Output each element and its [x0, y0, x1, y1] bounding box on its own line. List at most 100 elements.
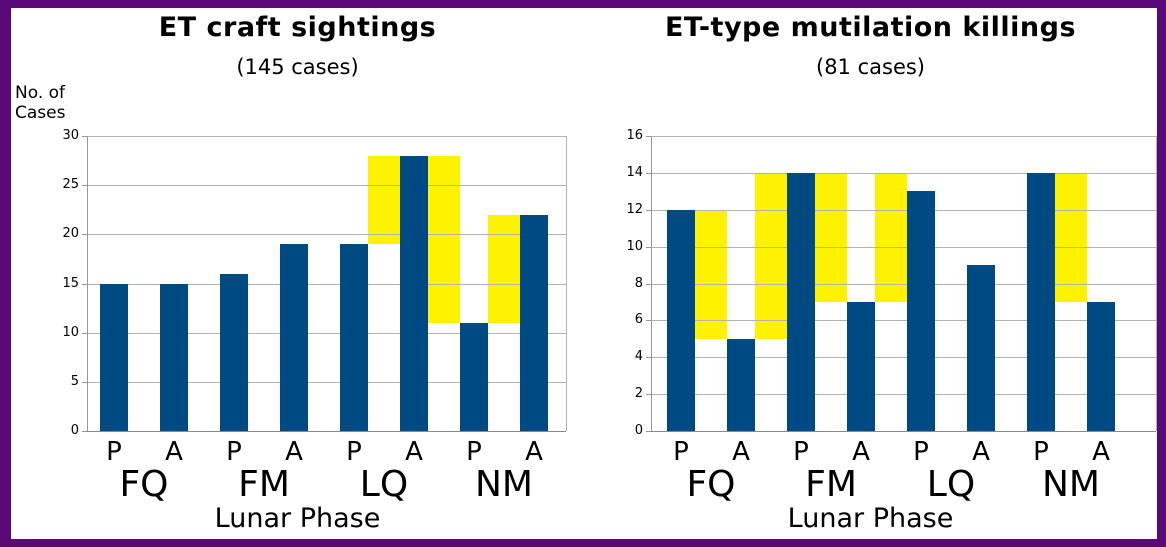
group-label-FQ: FQ	[119, 464, 169, 505]
y-tick-label: 2	[634, 386, 643, 401]
bar-label: A	[972, 437, 990, 467]
bar-label: A	[405, 437, 423, 467]
bar-label: P	[346, 437, 362, 467]
y-tick-label: 12	[626, 202, 643, 217]
bar-label: A	[852, 437, 870, 467]
gridline	[651, 247, 1156, 248]
x-axis-label: Lunar Phase	[214, 503, 381, 534]
y-tick-mark	[646, 394, 651, 395]
y-tick-mark	[82, 136, 87, 137]
gridline	[651, 394, 1156, 395]
bar-NM-A	[1087, 301, 1115, 431]
gridline	[87, 136, 566, 137]
gridline	[651, 357, 1156, 358]
y-tick-label: 0	[634, 423, 643, 438]
x-axis-line	[651, 431, 1156, 432]
gridline	[651, 136, 1156, 137]
chart-subtitle: (81 cases)	[816, 55, 925, 79]
bar-FM-P	[220, 273, 248, 431]
bar-label: P	[226, 437, 242, 467]
bar-LQ-A	[967, 265, 995, 431]
gridline	[87, 234, 566, 235]
group-label-NM: NM	[1042, 464, 1100, 505]
gridline	[87, 185, 566, 186]
highlight-band	[1055, 172, 1087, 302]
highlight-band	[368, 155, 400, 245]
y-tick-mark	[646, 173, 651, 174]
bar-label: A	[525, 437, 543, 467]
chart-subtitle: (145 cases)	[236, 55, 359, 79]
bar-label: A	[732, 437, 750, 467]
y-tick-mark	[646, 210, 651, 211]
bar-label: P	[106, 437, 122, 467]
bar-label: P	[793, 437, 809, 467]
highlight-band	[875, 172, 907, 302]
gridline	[87, 333, 566, 334]
bar-label: A	[285, 437, 303, 467]
bar-label: P	[466, 437, 482, 467]
bar-label: A	[165, 437, 183, 467]
y-axis-label: No. of Cases	[15, 83, 66, 124]
bar-label: P	[1033, 437, 1049, 467]
y-tick-mark	[82, 333, 87, 334]
plot-right-edge	[566, 136, 567, 431]
y-tick-label: 15	[62, 276, 79, 291]
bar-FM-A	[280, 244, 308, 431]
bar-LQ-P	[907, 191, 935, 431]
bar-LQ-A	[400, 155, 428, 431]
group-label-NM: NM	[475, 464, 533, 505]
y-axis-line	[651, 136, 652, 431]
y-tick-label: 20	[62, 226, 79, 241]
gridline	[651, 173, 1156, 174]
y-tick-mark	[646, 320, 651, 321]
y-tick-mark	[82, 382, 87, 383]
gridline	[651, 284, 1156, 285]
group-label-LQ: LQ	[359, 464, 409, 505]
bar-FQ-A	[727, 338, 755, 431]
highlight-band	[815, 172, 847, 302]
y-tick-label: 25	[62, 177, 79, 192]
group-label-FQ: FQ	[686, 464, 736, 505]
y-tick-label: 10	[626, 239, 643, 254]
y-tick-label: 16	[626, 128, 643, 143]
y-axis-line	[87, 136, 88, 431]
chart-et-craft-sightings: ET craft sightings (145 cases) Lunar Pha…	[11, 8, 584, 539]
x-axis-line	[87, 431, 566, 432]
y-tick-label: 0	[70, 423, 79, 438]
bar-FQ-P	[667, 209, 695, 431]
chart-title: ET craft sightings	[158, 12, 437, 43]
y-tick-label: 14	[626, 165, 643, 180]
chart-title: ET-type mutilation killings	[664, 12, 1077, 43]
y-tick-mark	[82, 234, 87, 235]
y-tick-label: 30	[62, 128, 79, 143]
bar-NM-P	[460, 322, 488, 431]
chart-et-mutilation-killings: ET-type mutilation killings (81 cases) L…	[584, 8, 1157, 539]
y-tick-mark	[646, 284, 651, 285]
group-label-LQ: LQ	[926, 464, 976, 505]
y-tick-mark	[646, 357, 651, 358]
y-tick-mark	[646, 431, 651, 432]
bar-label: P	[913, 437, 929, 467]
y-tick-mark	[82, 185, 87, 186]
bar-NM-A	[520, 214, 548, 431]
x-axis-label: Lunar Phase	[787, 503, 954, 534]
y-tick-label: 4	[634, 349, 643, 364]
bar-FQ-A	[160, 283, 188, 431]
y-tick-mark	[646, 136, 651, 137]
group-label-FM: FM	[238, 464, 290, 505]
bar-FQ-P	[100, 283, 128, 431]
bar-FM-P	[787, 172, 815, 431]
plot-right-edge	[1156, 136, 1157, 431]
y-tick-label: 8	[634, 276, 643, 291]
group-label-FM: FM	[805, 464, 857, 505]
highlight-band	[428, 155, 460, 323]
highlight-band	[755, 172, 787, 339]
bar-FM-A	[847, 301, 875, 431]
highlight-band	[488, 214, 520, 323]
gridline	[87, 382, 566, 383]
y-tick-mark	[82, 284, 87, 285]
y-tick-mark	[646, 247, 651, 248]
y-tick-label: 6	[634, 312, 643, 327]
gridline	[651, 210, 1156, 211]
y-tick-label: 5	[70, 374, 79, 389]
